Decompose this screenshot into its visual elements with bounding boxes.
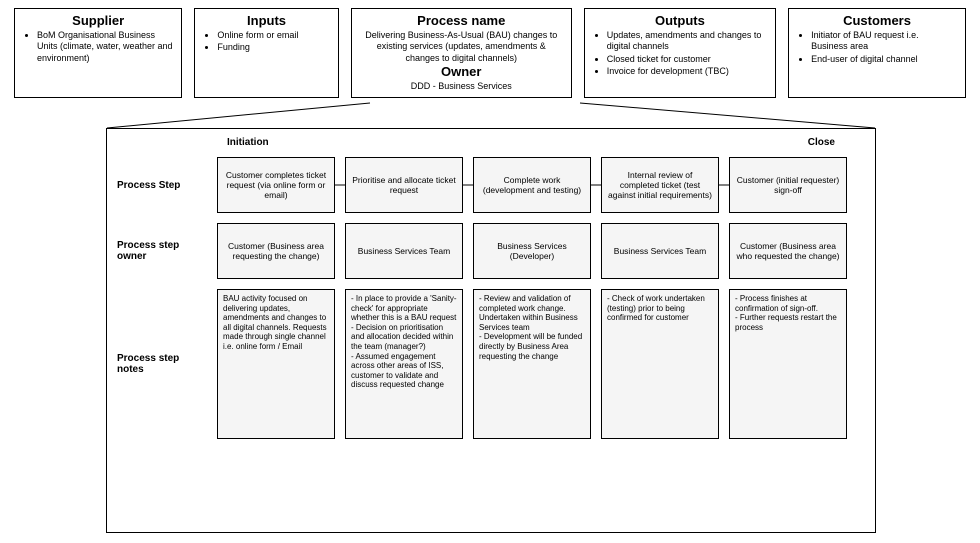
customers-box: Customers Initiator of BAU request i.e. … <box>788 8 966 98</box>
row-label-notes: Process step notes <box>117 289 207 439</box>
step-2: Prioritise and allocate ticket request <box>345 157 463 213</box>
list-item: BoM Organisational Business Units (clima… <box>37 30 173 64</box>
step-1: Customer completes ticket request (via o… <box>217 157 335 213</box>
process-desc: Delivering Business-As-Usual (BAU) chang… <box>360 30 563 64</box>
process-title: Process name <box>360 13 563 28</box>
customers-list: Initiator of BAU request i.e. Business a… <box>797 30 957 65</box>
notes-4: - Check of work undertaken (testing) pri… <box>601 289 719 439</box>
stage-labels: Initiation Close <box>117 137 865 153</box>
outputs-box: Outputs Updates, amendments and changes … <box>584 8 776 98</box>
customers-title: Customers <box>797 13 957 28</box>
list-item: Updates, amendments and changes to digit… <box>607 30 767 53</box>
supplier-box: Supplier BoM Organisational Business Uni… <box>14 8 182 98</box>
notes-5: - Process finishes at confirmation of si… <box>729 289 847 439</box>
list-item: Online form or email <box>217 30 329 41</box>
outputs-title: Outputs <box>593 13 767 28</box>
supplier-title: Supplier <box>23 13 173 28</box>
step-4: Internal review of completed ticket (tes… <box>601 157 719 213</box>
list-item: End-user of digital channel <box>811 54 957 65</box>
step-3: Complete work (development and testing) <box>473 157 591 213</box>
stage-initiation: Initiation <box>227 137 269 148</box>
notes-2: - In place to provide a 'Sanity-check' f… <box>345 289 463 439</box>
list-item: Closed ticket for customer <box>607 54 767 65</box>
owner-title: Owner <box>360 64 563 79</box>
supplier-list: BoM Organisational Business Units (clima… <box>23 30 173 64</box>
owner-1: Customer (Business area requesting the c… <box>217 223 335 279</box>
inputs-list: Online form or email Funding <box>203 30 329 54</box>
inputs-box: Inputs Online form or email Funding <box>194 8 338 98</box>
notes-3: - Review and validation of completed wor… <box>473 289 591 439</box>
list-item: Funding <box>217 42 329 53</box>
process-detail-box: Initiation Close Process Step Customer c… <box>106 128 876 533</box>
row-label-step: Process Step <box>117 157 207 213</box>
owner-desc: DDD - Business Services <box>360 81 563 91</box>
list-item: Invoice for development (TBC) <box>607 66 767 77</box>
owner-5: Customer (Business area who requested th… <box>729 223 847 279</box>
sipoc-row: Supplier BoM Organisational Business Uni… <box>14 8 966 98</box>
stage-close: Close <box>808 137 835 148</box>
process-box: Process name Delivering Business-As-Usua… <box>351 8 572 98</box>
row-label-owner: Process step owner <box>117 223 207 279</box>
owner-4: Business Services Team <box>601 223 719 279</box>
owner-2: Business Services Team <box>345 223 463 279</box>
outputs-list: Updates, amendments and changes to digit… <box>593 30 767 77</box>
owner-3: Business Services (Developer) <box>473 223 591 279</box>
notes-1: BAU activity focused on delivering updat… <box>217 289 335 439</box>
sipoc-diagram: Supplier BoM Organisational Business Uni… <box>0 0 980 543</box>
process-grid: Process Step Customer completes ticket r… <box>117 157 865 439</box>
step-5: Customer (initial requester) sign-off <box>729 157 847 213</box>
list-item: Initiator of BAU request i.e. Business a… <box>811 30 957 53</box>
inputs-title: Inputs <box>203 13 329 28</box>
